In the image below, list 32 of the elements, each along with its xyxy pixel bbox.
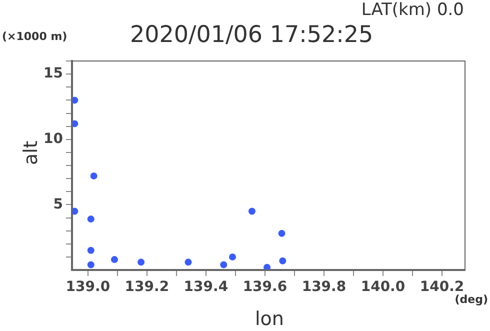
text: (×1000 m) (2, 30, 68, 43)
point (138, 258, 145, 266)
x-tick-label: 139.0 (66, 279, 110, 296)
y-axis-title: alt (20, 140, 42, 165)
x-tick-label: 139.2 (124, 279, 170, 296)
chart-subtitle: LAT(km) 0.0 (361, 0, 464, 20)
point (264, 264, 271, 270)
point (87, 246, 94, 254)
point (220, 261, 228, 268)
y-tick-label: 15 (44, 66, 63, 82)
point (279, 257, 286, 264)
x-tick-label: 139.6 (242, 279, 288, 296)
point (72, 208, 78, 215)
point (184, 258, 192, 266)
point (90, 172, 98, 180)
point (72, 120, 78, 128)
x-tick-label: 139.4 (184, 279, 228, 296)
chart-title: 2020/01/06 17:52:25 (130, 22, 374, 48)
x-tick-label: 140.2 (420, 279, 464, 296)
y-tick-label: 5 (53, 196, 63, 212)
y-tick-label: 10 (44, 131, 64, 148)
point (278, 230, 286, 237)
x-axis-title: lon (255, 308, 284, 330)
x-tick-label: 140.0 (360, 279, 406, 296)
point (87, 216, 94, 223)
point (87, 261, 94, 268)
point (229, 253, 236, 260)
text: (deg) (454, 293, 488, 306)
point (110, 256, 118, 264)
point (72, 96, 78, 104)
x-tick-label: 139.8 (302, 279, 346, 296)
point (248, 208, 256, 215)
